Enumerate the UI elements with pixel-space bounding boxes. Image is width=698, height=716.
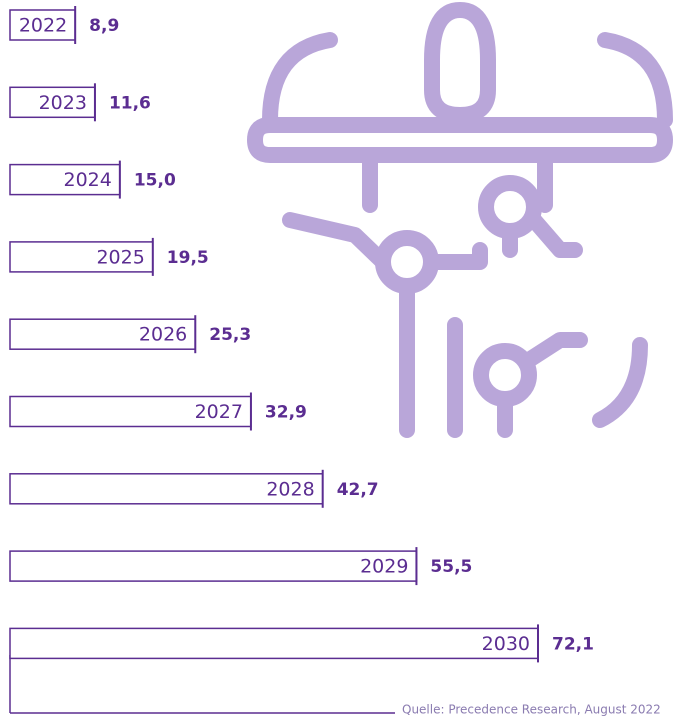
category-label: 2024 [63,169,111,191]
bar [10,628,538,658]
value-label: 42,7 [337,480,379,500]
category-label: 2022 [19,15,67,37]
source: Quelle: Precedence Research, August 2022 [402,703,661,716]
category-label: 2026 [139,324,187,346]
value-label: 8,9 [89,16,119,36]
value-label: 72,1 [552,634,594,654]
category-label: 2027 [195,401,243,423]
value-label: 19,5 [167,248,209,268]
decorative-figure [255,10,665,430]
value-label: 55,5 [430,557,472,577]
value-label: 25,3 [209,325,251,345]
category-label: 2029 [360,556,408,578]
chart: Quelle: Precedence Research, August 2022… [0,0,698,716]
category-label: 2023 [39,92,87,114]
value-label: 15,0 [134,171,176,191]
category-label: 2028 [266,478,314,500]
bar [10,551,416,581]
category-label: 2030 [482,633,530,655]
value-label: 32,9 [265,403,307,423]
value-label: 11,6 [109,93,151,113]
category-label: 2025 [96,246,144,268]
